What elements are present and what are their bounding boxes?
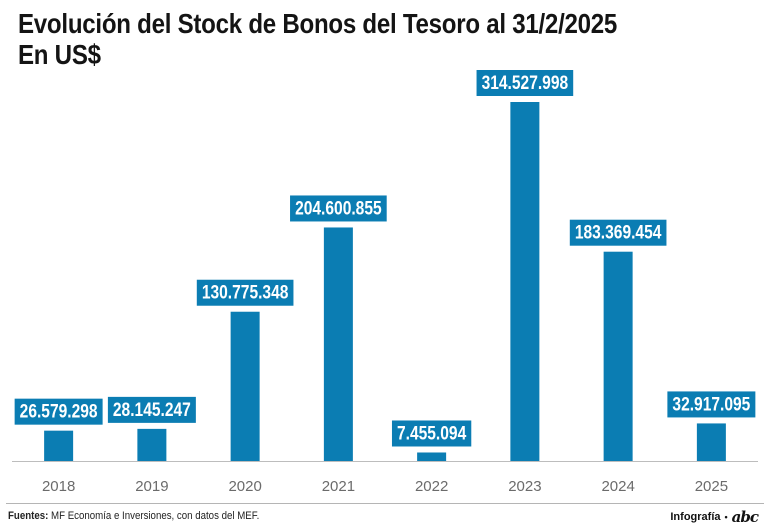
value-label-box-2021 <box>290 195 387 222</box>
value-label-box-2025 <box>667 391 756 418</box>
title-line-1: Evolución del Stock de Bonos del Tesoro … <box>18 8 618 39</box>
value-label-2021: 204.600.855 <box>295 197 382 219</box>
credit-separator: • <box>724 512 728 522</box>
x-tick-label-2020: 2020 <box>228 478 261 495</box>
value-label-box-2020 <box>196 279 294 306</box>
value-label-box-2018 <box>14 398 103 425</box>
chart-title: Evolución del Stock de Bonos del Tesoro … <box>18 8 617 70</box>
bar-2023 <box>510 102 540 461</box>
x-tick-label-2024: 2024 <box>601 478 634 495</box>
x-tick-label-2018: 2018 <box>42 478 75 495</box>
bar-2025 <box>696 423 726 461</box>
source-label: Fuentes: <box>8 510 49 522</box>
abc-logo: abc <box>731 508 759 526</box>
value-label-2019: 28.145.247 <box>113 398 191 420</box>
title-line-2: En US$ <box>18 39 101 70</box>
bar-2024 <box>603 251 633 461</box>
value-label-box-2022 <box>391 420 472 447</box>
bar-2018 <box>44 430 74 461</box>
credit: Infografía • abc <box>670 508 759 526</box>
x-tick-label-2021: 2021 <box>322 478 355 495</box>
value-label-2020: 130.775.348 <box>202 281 289 303</box>
value-label-box-2024 <box>569 219 667 246</box>
x-tick-label-2019: 2019 <box>135 478 168 495</box>
value-label-2018: 26.579.298 <box>20 400 98 422</box>
value-label-2025: 32.917.095 <box>672 393 750 415</box>
value-label-2024: 183.369.454 <box>575 221 662 243</box>
bar-2020 <box>230 311 260 461</box>
value-label-2023: 314.527.998 <box>482 72 569 94</box>
bar-2022 <box>417 452 447 461</box>
x-tick-label-2023: 2023 <box>508 478 541 495</box>
footer-divider <box>6 503 764 504</box>
bar-2021 <box>323 227 353 461</box>
credit-label: Infografía <box>670 511 721 523</box>
source-text: MF Economía e Inversiones, con datos del… <box>51 510 260 522</box>
x-tick-label-2025: 2025 <box>695 478 728 495</box>
bar-2019 <box>137 428 167 461</box>
value-label-2022: 7.455.094 <box>397 422 467 444</box>
x-tick-label-2022: 2022 <box>415 478 448 495</box>
value-label-box-2019 <box>107 396 196 423</box>
value-label-box-2023 <box>476 70 574 96</box>
source-note: Fuentes: MF Economía e Inversiones, con … <box>8 510 259 522</box>
